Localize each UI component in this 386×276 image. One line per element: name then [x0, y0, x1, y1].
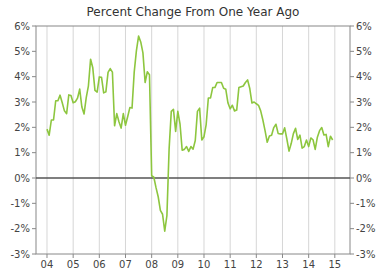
y-tick-label-right: 5% [356, 46, 372, 57]
y-tick-label-right: 4% [356, 71, 372, 82]
grid-line [334, 26, 335, 254]
y-tick-right [350, 76, 354, 77]
y-tick-label: -3% [11, 249, 30, 260]
title: Percent Change From One Year Ago [87, 5, 300, 19]
y-tick-label-right: 1% [356, 147, 372, 158]
y-tick-right [350, 127, 354, 128]
data-line [47, 36, 333, 231]
x-tick [334, 254, 335, 258]
y-tick-right [350, 26, 354, 27]
y-tick-right [350, 152, 354, 153]
x-tick [230, 254, 231, 258]
grid-line [282, 26, 283, 254]
y-tick-right [350, 203, 354, 204]
y-tick [32, 76, 36, 77]
y-tick [32, 178, 36, 179]
y-tick-label: 1% [14, 147, 30, 158]
plot-area [36, 36, 350, 231]
y-tick-label: 5% [14, 46, 30, 57]
zero-line [36, 177, 350, 178]
x-tick-label: 13 [276, 259, 289, 270]
y-tick-label-right: 6% [356, 21, 372, 32]
y-tick [32, 51, 36, 52]
y-tick-label: 2% [14, 122, 30, 133]
y-tick-label: 0% [14, 173, 30, 184]
y-tick-label-right: 2% [356, 122, 372, 133]
grid-line [46, 26, 47, 254]
chart: Percent Change From One Year Ago 04 05 06 07… [0, 0, 386, 276]
grid-line [308, 26, 309, 254]
plot-frame [36, 26, 350, 254]
x-tick [203, 254, 204, 258]
grid-line [256, 26, 257, 254]
x-tick-label: 15 [328, 259, 341, 270]
x-tick [73, 254, 74, 258]
y-tick-label-right: 3% [356, 97, 372, 108]
grid-line [230, 26, 231, 254]
y-tick-label: 4% [14, 71, 30, 82]
y-tick-right [350, 254, 354, 255]
x-tick [46, 254, 47, 258]
y-tick [32, 102, 36, 103]
x-tick [282, 254, 283, 258]
y-tick [32, 228, 36, 229]
x-tick-label: 08 [145, 259, 158, 270]
x-tick-label: 11 [224, 259, 237, 270]
x-tick [308, 254, 309, 258]
x-tick-label: 07 [119, 259, 132, 270]
x-tick [256, 254, 257, 258]
x-tick [151, 254, 152, 258]
y-tick-right [350, 178, 354, 179]
y-tick-right [350, 102, 354, 103]
grid-line [125, 26, 126, 254]
y-tick-label-right: 0% [356, 173, 372, 184]
x-tick-label: 09 [171, 259, 184, 270]
grid-line [99, 26, 100, 254]
y-tick-label: 3% [14, 97, 30, 108]
y-tick-right [350, 51, 354, 52]
y-tick [32, 254, 36, 255]
y-tick-label: 6% [14, 21, 30, 32]
y-tick-label-right: -1% [356, 198, 375, 209]
y-tick [32, 203, 36, 204]
x-tick-label: 10 [198, 259, 211, 270]
y-tick-right [350, 228, 354, 229]
x-tick-label: 06 [93, 259, 106, 270]
x-tick [99, 254, 100, 258]
x-tick [177, 254, 178, 258]
y-tick [32, 127, 36, 128]
y-tick [32, 152, 36, 153]
y-tick-label: -1% [11, 198, 30, 209]
x-tick-label: 12 [250, 259, 263, 270]
x-tick-label: 04 [41, 259, 54, 270]
grid-line [177, 26, 178, 254]
grid-line [73, 26, 74, 254]
x-tick-label: 05 [67, 259, 80, 270]
y-tick [32, 26, 36, 27]
y-tick-label-right: -3% [356, 249, 375, 260]
y-tick-label: -2% [11, 223, 30, 234]
y-tick-label-right: -2% [356, 223, 375, 234]
x-tick-label: 14 [302, 259, 315, 270]
x-tick [125, 254, 126, 258]
grid-line [203, 26, 204, 254]
